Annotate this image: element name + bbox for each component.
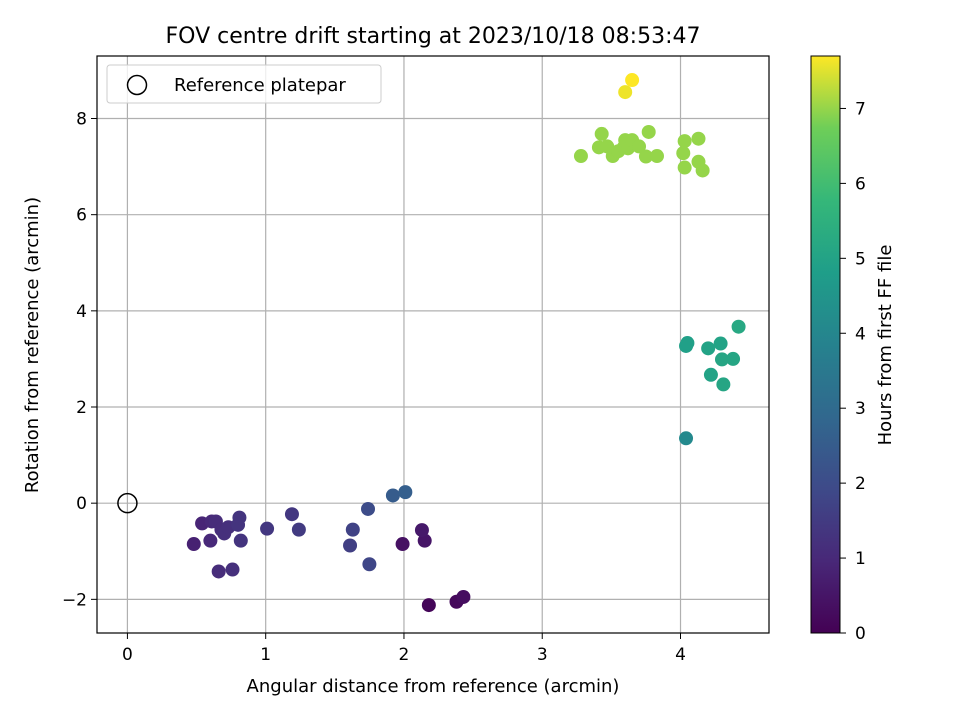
data-point — [701, 341, 716, 356]
data-point — [676, 146, 691, 161]
colorbar-tick-label: 4 — [855, 324, 866, 344]
data-point — [691, 131, 706, 146]
y-tick-label: 0 — [76, 494, 87, 514]
data-point — [233, 533, 248, 548]
data-point — [421, 598, 436, 613]
data-point — [186, 537, 201, 552]
data-point — [291, 522, 306, 537]
data-point — [284, 507, 299, 522]
data-point — [573, 149, 588, 164]
colorbar-tick-label: 0 — [855, 624, 866, 644]
x-tick-label: 3 — [537, 645, 548, 665]
legend: Reference platepar — [106, 64, 382, 104]
data-point — [225, 562, 240, 577]
data-point — [345, 522, 360, 537]
chart-title: FOV centre drift starting at 2023/10/18 … — [166, 24, 701, 49]
data-point — [398, 485, 413, 500]
data-point — [417, 533, 432, 548]
data-point — [677, 134, 692, 149]
colorbar-tick-label: 1 — [855, 549, 866, 569]
data-point — [726, 351, 741, 366]
x-axis-ticks: 0 1 2 3 4 — [122, 633, 686, 665]
data-point — [343, 538, 358, 553]
data-point — [618, 85, 633, 100]
data-point — [211, 564, 226, 579]
data-point — [594, 126, 609, 141]
y-axis-ticks: −2 0 2 4 6 8 — [62, 110, 97, 610]
data-point — [714, 352, 729, 367]
data-point — [731, 319, 746, 334]
y-tick-label: 4 — [76, 302, 87, 322]
data-point — [203, 533, 218, 548]
data-point — [680, 336, 695, 351]
data-point — [716, 377, 731, 392]
colorbar: 0 1 2 3 4 5 6 7 Hours from first FF file — [810, 55, 896, 644]
colorbar-label: Hours from first FF file — [875, 245, 896, 446]
data-point — [414, 523, 429, 538]
x-tick-label: 1 — [260, 645, 271, 665]
data-point — [456, 589, 471, 604]
data-point — [703, 367, 718, 382]
legend-box — [106, 64, 382, 104]
y-tick-label: 2 — [76, 398, 87, 418]
colorbar-tick-label: 7 — [855, 99, 866, 119]
data-point — [362, 557, 377, 572]
colorbar-gradient — [810, 55, 841, 634]
y-tick-label: −2 — [62, 590, 87, 610]
x-tick-label: 2 — [399, 645, 410, 665]
legend-entry-reference: Reference platepar — [174, 75, 346, 96]
x-tick-label: 0 — [122, 645, 133, 665]
data-point — [638, 149, 653, 164]
plot-frame — [96, 55, 770, 634]
data-point — [632, 139, 647, 154]
data-point — [713, 336, 728, 351]
data-point — [695, 163, 710, 178]
data-point — [260, 521, 275, 536]
data-point — [650, 149, 664, 164]
data-point — [232, 510, 247, 525]
data-point — [361, 501, 376, 516]
data-point — [677, 160, 692, 175]
x-axis-label: Angular distance from reference (arcmin) — [247, 676, 620, 697]
data-point — [679, 431, 694, 446]
legend-marker — [126, 74, 148, 96]
data-point — [385, 488, 400, 503]
y-axis-label: Rotation from reference (arcmin) — [22, 197, 43, 493]
colorbar-tick-label: 2 — [855, 474, 866, 494]
x-tick-label: 4 — [675, 645, 686, 665]
y-tick-label: 8 — [76, 110, 87, 130]
data-point — [395, 537, 410, 552]
colorbar-tick-label: 3 — [855, 399, 866, 419]
colorbar-tick-label: 5 — [855, 249, 866, 269]
data-point — [625, 73, 640, 88]
data-points — [186, 73, 746, 613]
data-point — [641, 124, 656, 139]
colorbar-tick-label: 6 — [855, 174, 866, 194]
y-tick-label: 6 — [76, 206, 87, 226]
reference-marker — [117, 492, 138, 514]
colorbar-ticks: 0 1 2 3 4 5 6 7 — [840, 99, 866, 644]
